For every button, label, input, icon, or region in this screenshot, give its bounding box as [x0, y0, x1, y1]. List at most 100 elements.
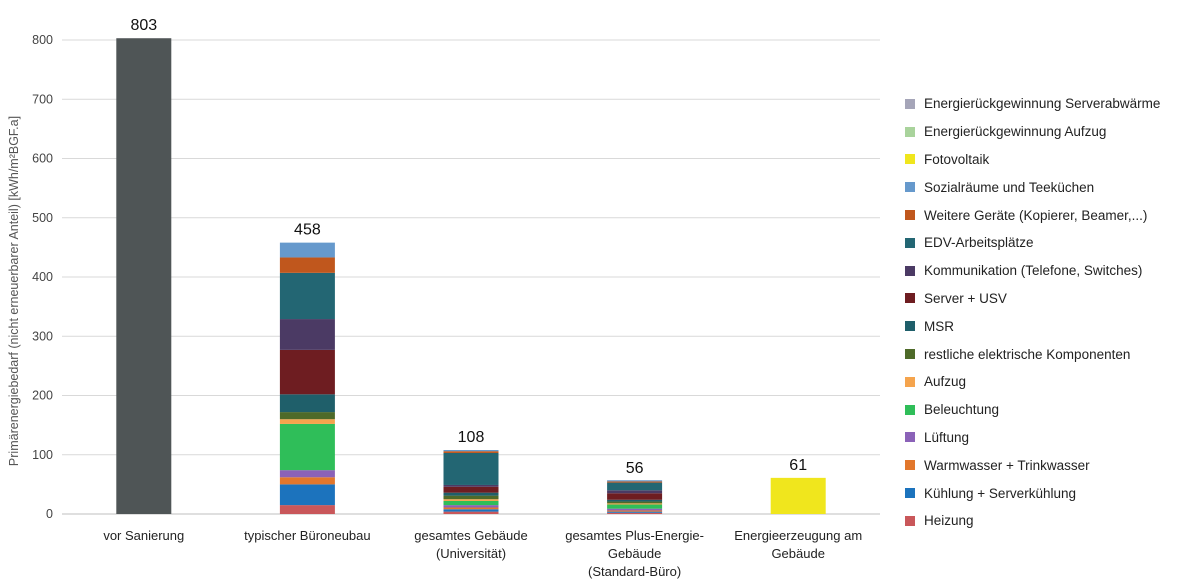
x-tick-label: typischer Büroneubau: [244, 528, 370, 543]
total-labels: 803 458 108 56 61: [130, 17, 807, 477]
legend-item: Energierückgewinnung Serverabwärme: [905, 90, 1195, 118]
legend-swatch: [905, 432, 915, 443]
bar-segment: [279, 257, 335, 273]
legend-item: MSR: [905, 312, 1195, 340]
legend-swatch: [905, 404, 915, 415]
bar-segment: [279, 419, 335, 424]
legend-label: Sozialräume und Teeküchen: [924, 179, 1095, 195]
bar-segment: [770, 477, 826, 514]
legend-swatch: [905, 210, 915, 221]
bar-segment: [607, 499, 663, 502]
total-label: 56: [626, 460, 644, 477]
legend-swatch: [905, 154, 915, 165]
total-label: 61: [789, 457, 807, 474]
legend-label: MSR: [924, 318, 954, 334]
legend-label: Energierückgewinnung Aufzug: [924, 124, 1107, 140]
legend-swatch: [905, 488, 915, 499]
legend-label: Warmwasser + Trinkwasser: [924, 457, 1090, 473]
x-tick-label: Gebäude: [771, 546, 825, 561]
legend-label: Fotovoltaik: [924, 151, 990, 167]
bar-segment: [279, 477, 335, 485]
legend-item: Lüftung: [905, 424, 1195, 452]
bar-segment: [443, 495, 499, 500]
legend-swatch: [905, 515, 915, 526]
bar-segment: [607, 493, 663, 500]
legend-item: Server + USV: [905, 285, 1195, 313]
bar-segment: [607, 490, 663, 494]
legend-swatch: [905, 265, 915, 276]
legend-item: Heizung: [905, 507, 1195, 535]
legend-item: Sozialräume und Teeküchen: [905, 173, 1195, 201]
legend-item: Weitere Geräte (Kopierer, Beamer,...): [905, 201, 1195, 229]
bar-segment: [443, 499, 499, 501]
legend-item: Kommunikation (Telefone, Switches): [905, 257, 1195, 285]
x-tick-label: gesamtes Plus-Energie-: [565, 528, 704, 543]
x-tick-label: (Standard-Büro): [588, 564, 681, 579]
bar-segment: [279, 272, 335, 320]
bar-segment: [443, 509, 499, 512]
bar-segment: [443, 450, 499, 452]
bar-segment: [443, 507, 499, 510]
legend-swatch: [905, 126, 915, 137]
y-tick-label: 0: [46, 507, 53, 521]
bars: [116, 38, 826, 514]
y-tick-label: 600: [32, 152, 53, 166]
legend-swatch: [905, 376, 915, 387]
legend-label: EDV-Arbeitsplätze: [924, 235, 1034, 251]
bar-segment: [443, 452, 499, 485]
legend-label: Beleuchtung: [924, 402, 1000, 418]
y-tick-label: 300: [32, 329, 53, 343]
bar-segment: [443, 492, 499, 496]
legend-item: Warmwasser + Trinkwasser: [905, 451, 1195, 479]
legend: Energierückgewinnung Serverabwärme Energi…: [905, 90, 1195, 535]
bar-segment: [279, 505, 335, 514]
bar-segment: [279, 349, 335, 395]
legend-swatch: [905, 349, 915, 360]
bar-segment: [279, 484, 335, 506]
legend-item: Fotovoltaik: [905, 146, 1195, 174]
legend-label: Weitere Geräte (Kopierer, Beamer,...): [924, 207, 1148, 223]
legend-swatch: [905, 98, 915, 109]
legend-label: restliche elektrische Komponenten: [924, 346, 1131, 362]
legend-label: Energierückgewinnung Serverabwärme: [924, 96, 1161, 112]
bar-segment: [279, 394, 335, 413]
legend-swatch: [905, 321, 915, 332]
bar-segment: [607, 504, 663, 509]
x-tick-label: vor Sanierung: [103, 528, 184, 543]
legend-swatch: [905, 237, 915, 248]
bar-segment: [607, 481, 663, 483]
legend-swatch: [905, 460, 915, 471]
y-tick-label: 800: [32, 33, 53, 47]
bar-segment: [607, 511, 663, 513]
bar-segment: [607, 480, 663, 482]
y-axis-label: Primärenergiebedarf (nicht erneuerbarer …: [7, 116, 21, 466]
bar-segment: [607, 482, 663, 491]
legend-item: Energierückgewinnung Aufzug: [905, 118, 1195, 146]
y-tick-label: 500: [32, 211, 53, 225]
bar-segment: [443, 484, 499, 487]
total-label: 108: [458, 429, 485, 446]
bar-segment: [607, 508, 663, 511]
bar-segment: [607, 501, 663, 504]
bar-segment: [443, 486, 499, 493]
legend-label: Server + USV: [924, 290, 1007, 306]
bar-segment: [279, 319, 335, 350]
y-tick-label: 700: [32, 92, 53, 106]
legend-label: Lüftung: [924, 429, 970, 445]
legend-item: EDV-Arbeitsplätze: [905, 229, 1195, 257]
bar-segment: [279, 470, 335, 478]
bar-segment: [443, 505, 499, 508]
bar-segment: [443, 451, 499, 453]
legend-swatch: [905, 293, 915, 304]
bar-segment: [279, 423, 335, 471]
bar-segment: [607, 510, 663, 512]
bar-segment: [607, 503, 663, 505]
legend-item: restliche elektrische Komponenten: [905, 340, 1195, 368]
bar-segment: [443, 511, 499, 514]
total-label: 458: [294, 222, 321, 239]
legend-label: Aufzug: [924, 374, 967, 390]
bar-segment: [279, 412, 335, 420]
bar-segment: [279, 242, 335, 258]
x-tick-label: Energieerzeugung am: [734, 528, 862, 543]
